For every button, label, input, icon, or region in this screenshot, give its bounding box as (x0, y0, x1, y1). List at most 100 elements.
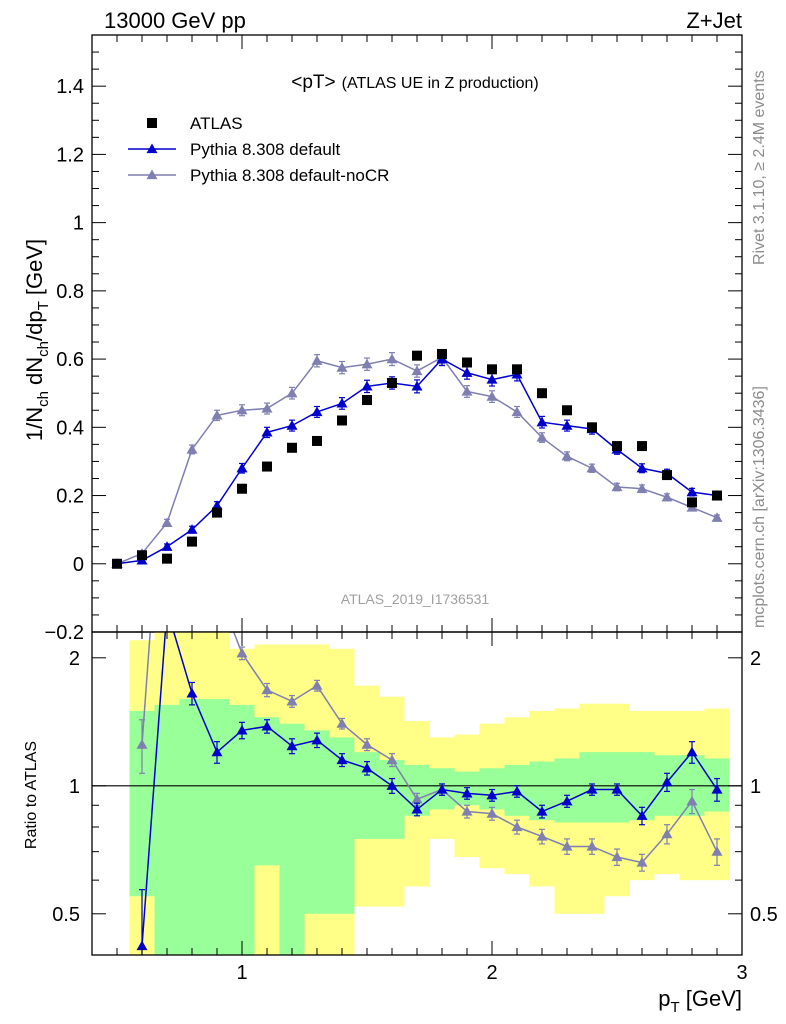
ratio-point-pythia-default (586, 784, 598, 794)
stat-band-bin (204, 699, 230, 955)
main-panel: <pT> (ATLAS UE in Z production) ATLAS_201… (22, 34, 743, 644)
ratio-point-pythia-default (661, 776, 673, 787)
ratio-point-pythia-nocr (187, 483, 198, 493)
ratio-point-pythia-default (261, 720, 273, 731)
point-pythia-default (186, 524, 198, 534)
ratio-point-pythia-nocr (162, 396, 173, 406)
ratio-panel: 0.5 0.5 1 1 2 2 1 2 3 Ratio to ATLAS pT [GeV] (23, 396, 778, 1016)
main-y-tick-label: 0.2 (56, 486, 84, 508)
legend-label-pythia-default: Pythia 8.308 default (190, 140, 341, 159)
point-atlas (637, 441, 647, 452)
process-label: Z+Jet (686, 8, 742, 33)
ratio-point-pythia-default (186, 687, 198, 698)
main-title: <pT> (ATLAS UE in Z production) (291, 72, 538, 93)
point-atlas (687, 497, 697, 508)
ratio-point-pythia-nocr (661, 828, 673, 839)
ratio-point-pythia-nocr (386, 754, 398, 765)
point-pythia-nocr (186, 443, 198, 454)
main-y-tick-label: 0.4 (56, 417, 84, 439)
point-pythia-default (336, 397, 348, 408)
ratio-point-pythia-default (411, 803, 423, 814)
point-pythia-nocr (386, 353, 398, 364)
ratio-point-pythia-default (611, 784, 623, 794)
point-atlas (112, 558, 122, 569)
stat-band-bin (279, 723, 305, 955)
ratio-point-pythia-default (561, 795, 573, 806)
point-pythia-default (686, 486, 698, 497)
point-pythia-nocr (336, 362, 348, 372)
ratio-y-tick-label-right: 1 (750, 776, 761, 798)
point-pythia-default (261, 426, 273, 437)
legend: ATLAS Pythia 8.308 default Pythia 8.308 de… (128, 114, 389, 185)
point-atlas (187, 536, 197, 547)
stat-band-bin (554, 758, 580, 823)
ratio-y-tick-label: 1 (69, 776, 80, 798)
x-tick-label: 3 (736, 962, 747, 984)
ratio-point-pythia-nocr (336, 718, 348, 728)
ratio-point-pythia-nocr (611, 851, 623, 862)
point-atlas (662, 470, 672, 481)
point-pythia-nocr (261, 403, 273, 413)
ratio-point-pythia-nocr (286, 695, 298, 706)
legend-label-atlas: ATLAS (190, 114, 243, 133)
ratio-point-pythia-default (636, 810, 648, 820)
ratio-point-pythia-default (386, 780, 398, 790)
stat-band-bin (229, 704, 255, 955)
stat-band-bin (304, 730, 330, 914)
stat-band-bin (254, 717, 280, 866)
point-atlas (712, 490, 722, 501)
ratio-line-pythia-nocr (141, 632, 718, 864)
point-pythia-nocr (711, 512, 723, 522)
ratio-axes: 0.5 0.5 1 1 2 2 1 2 3 (52, 631, 778, 984)
main-y-tick-label: 0 (73, 554, 84, 576)
main-y-tick-label: 1.4 (56, 76, 84, 98)
ratio-point-pythia-nocr (311, 680, 323, 690)
ratio-point-pythia-default (461, 787, 473, 798)
ratio-point-pythia-default (361, 762, 373, 773)
ratio-point-pythia-nocr (486, 808, 498, 818)
point-atlas (237, 483, 247, 494)
point-pythia-default (311, 406, 323, 417)
legend-marker-atlas (147, 118, 157, 128)
point-pythia-default (361, 380, 373, 391)
ratio-point-pythia-nocr (212, 584, 223, 594)
ratio-point-pythia-nocr (711, 846, 723, 856)
ratio-point-pythia-nocr (686, 795, 698, 806)
ratio-series-layer (136, 396, 723, 955)
ratio-point-pythia-nocr (536, 830, 548, 841)
ratio-point-pythia-nocr (636, 857, 648, 867)
ratio-y-axis-label: Ratio to ATLAS (23, 741, 40, 849)
ratio-point-pythia-default (211, 746, 223, 757)
ratio-point-pythia-default (162, 604, 173, 614)
point-atlas (262, 461, 272, 472)
ratio-point-pythia-nocr (136, 739, 148, 749)
point-atlas (287, 442, 297, 453)
point-atlas (437, 348, 447, 359)
point-atlas (537, 388, 547, 399)
x-tick-label: 2 (486, 962, 497, 984)
point-pythia-nocr (211, 409, 223, 420)
analysis-label: ATLAS_2019_I1736531 (341, 591, 490, 607)
point-pythia-nocr (536, 432, 548, 442)
point-atlas (487, 364, 497, 375)
point-pythia-nocr (286, 387, 298, 398)
point-pythia-default (211, 500, 223, 510)
point-atlas (612, 441, 622, 452)
rivet-version-label: Rivet 3.1.10, ≥ 2.4M events (751, 70, 768, 265)
mcplots-source-label: mcplots.cern.ch [arXiv:1306.3436] (751, 386, 768, 628)
main-y-tick-label: 0.6 (56, 349, 84, 371)
stat-band-bin (179, 699, 205, 955)
point-atlas (337, 415, 347, 426)
ratio-point-pythia-nocr (561, 840, 573, 851)
ratio-point-pythia-default (311, 734, 323, 745)
main-series-layer (111, 348, 723, 569)
point-pythia-default (411, 380, 423, 391)
ratio-uncertainty-bands (92, 632, 742, 955)
ratio-point-pythia-default (286, 740, 298, 751)
stat-band-bin (154, 704, 180, 955)
point-atlas (162, 553, 172, 564)
point-pythia-default (486, 374, 498, 384)
ratio-point-pythia-nocr (511, 821, 523, 832)
main-y-tick-label: 1 (73, 213, 84, 235)
